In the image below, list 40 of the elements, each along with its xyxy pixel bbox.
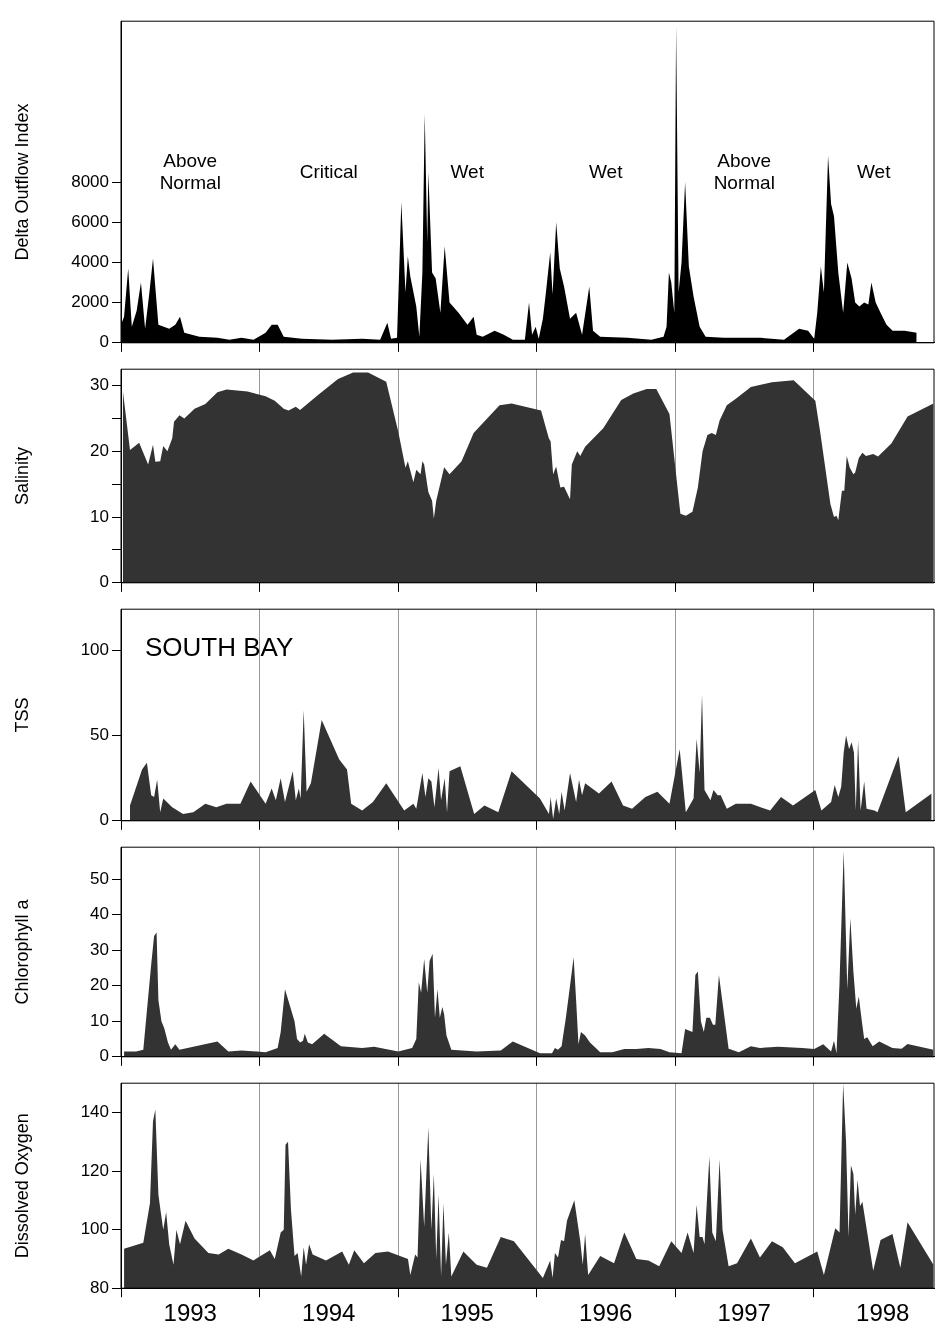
y-axis-title: Delta Outflow Index: [11, 103, 32, 261]
y-axis-title: Chlorophyll a: [11, 898, 32, 1005]
annotation: Wet: [857, 160, 892, 182]
y-tick-label: 100: [80, 1219, 109, 1239]
annotation: SOUTH BAY: [145, 632, 294, 663]
x-tick-label: 1993: [163, 1299, 217, 1327]
y-tick-label: 6000: [71, 211, 109, 231]
x-tick-label: 1997: [717, 1299, 771, 1327]
y-tick-label: 0: [99, 1046, 109, 1066]
y-tick-label: 10: [90, 506, 109, 526]
y-tick-label: 30: [90, 375, 109, 395]
y-tick-label: 100: [80, 639, 109, 659]
y-axis-title: Salinity: [11, 446, 32, 506]
y-axis-title: TSS: [11, 697, 32, 733]
y-tick-label: 2000: [71, 292, 109, 312]
y-tick-label: 20: [90, 441, 109, 461]
x-tick-label: 1995: [440, 1299, 494, 1327]
y-axis-title: Dissolved Oxygen: [11, 1113, 32, 1259]
y-tick-label: 120: [80, 1160, 109, 1180]
y-tick-label: 140: [80, 1102, 109, 1122]
y-tick-label: 50: [90, 868, 109, 888]
y-tick-label: 0: [99, 332, 109, 352]
x-tick-label: 1996: [579, 1299, 633, 1327]
y-tick-label: 30: [90, 939, 109, 959]
x-tick-label: 1994: [302, 1299, 356, 1327]
x-tick-label: 1998: [856, 1299, 910, 1327]
y-tick-label: 0: [99, 572, 109, 592]
y-tick-label: 4000: [71, 252, 109, 272]
y-tick-label: 10: [90, 1010, 109, 1030]
y-tick-label: 8000: [71, 171, 109, 191]
y-tick-label: 50: [90, 725, 109, 745]
y-tick-label: 40: [90, 904, 109, 924]
y-tick-label: 0: [99, 810, 109, 830]
annotation: Above Normal: [159, 149, 221, 193]
annotation: Critical: [299, 160, 358, 182]
annotation: Wet: [589, 160, 624, 182]
annotation: Wet: [450, 160, 485, 182]
annotation: Above Normal: [713, 149, 775, 193]
y-tick-label: 20: [90, 975, 109, 995]
y-tick-label: 80: [90, 1277, 109, 1297]
